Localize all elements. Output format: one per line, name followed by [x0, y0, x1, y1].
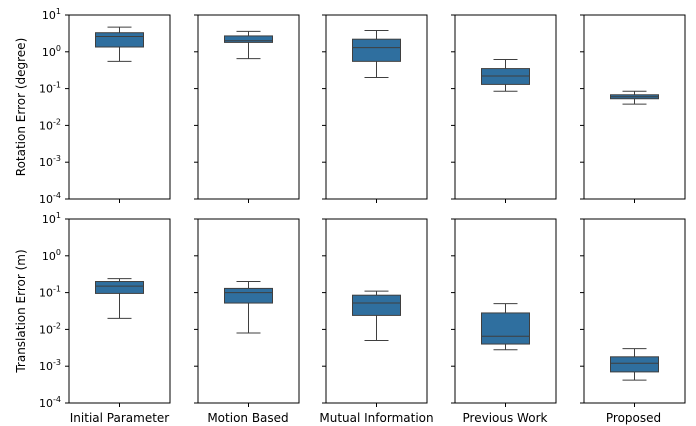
box-iqr: [224, 35, 273, 43]
box-iqr: [352, 294, 401, 316]
category-label-previous-work: Previous Work: [463, 411, 548, 425]
category-labels: Initial Parameter Motion Based Mutual In…: [70, 411, 661, 425]
axes-frame: [197, 218, 300, 404]
box-iqr: [224, 287, 273, 304]
category-label-initial-parameter: Initial Parameter: [70, 411, 170, 425]
y-tick-label: 10-2: [39, 321, 61, 336]
axes-frame: [583, 14, 686, 200]
y-tick-label: 10-3: [39, 358, 61, 373]
y-axis-label-translation: Translation Error (m): [14, 249, 28, 373]
y-tick-label: 10-2: [39, 117, 61, 132]
chart-panels: 101 100 10-1 10-2 10-3 10-4 101 100 10-1 10-2 10-3…: [39, 7, 686, 410]
y-tick-label: 100: [42, 248, 61, 263]
panel-r0-c1: [194, 14, 300, 203]
category-label-mutual-information: Mutual Information: [319, 411, 433, 425]
axes-frame: [454, 218, 557, 404]
category-label-proposed: Proposed: [606, 411, 661, 425]
y-tick-label: 10-4: [39, 191, 61, 206]
category-label-motion-based: Motion Based: [207, 411, 288, 425]
box-iqr: [95, 32, 144, 48]
axes-frame: [454, 14, 557, 200]
panel-r1-c0: 101 100 10-1 10-2 10-3 10-4: [39, 211, 171, 410]
y-tick-label: 10-1: [39, 285, 61, 300]
panel-r1-c4: [580, 218, 686, 407]
box-iqr: [95, 281, 144, 294]
panel-r0-c2: [322, 14, 428, 203]
panel-r0-c3: [451, 14, 557, 203]
axes-frame: [197, 14, 300, 200]
y-tick-label: 101: [42, 211, 61, 226]
axes-frame: [325, 218, 428, 404]
axes-frame: [68, 218, 171, 404]
y-axis-labels: Rotation Error (degree) Translation Erro…: [14, 38, 28, 374]
box-iqr: [610, 356, 659, 373]
panel-r0-c4: [580, 14, 686, 203]
box-iqr: [481, 312, 530, 345]
y-tick-label: 101: [42, 7, 61, 22]
axes-frame: [325, 14, 428, 200]
y-tick-label: 10-1: [39, 81, 61, 96]
axes-frame: [583, 218, 686, 404]
axes-frame: [68, 14, 171, 200]
box-iqr: [352, 38, 401, 62]
panel-r1-c2: [322, 218, 428, 407]
panel-r1-c3: [451, 218, 557, 407]
y-tick-label: 10-3: [39, 154, 61, 169]
y-tick-label: 100: [42, 44, 61, 59]
y-axis-label-rotation: Rotation Error (degree): [14, 38, 28, 176]
panel-r0-c0: 101 100 10-1 10-2 10-3 10-4: [39, 7, 171, 206]
y-tick-label: 10-4: [39, 395, 61, 410]
panel-r1-c1: [194, 218, 300, 407]
